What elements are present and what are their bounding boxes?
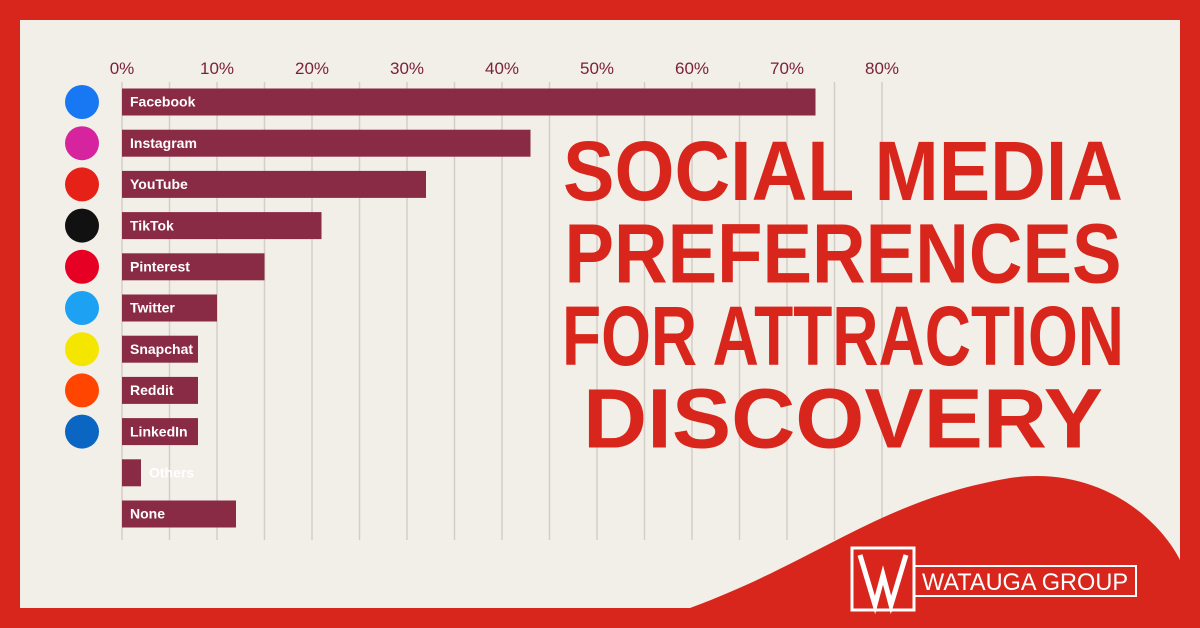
x-tick-label: 10% (200, 59, 234, 78)
logo-text-box (913, 565, 1137, 597)
icon (65, 332, 99, 367)
icon (65, 167, 99, 202)
grid: 0% 10% 20% 30% 40% 50% 60% 70% 80% (110, 59, 899, 540)
icon (65, 249, 99, 284)
x-tick-label: 50% (580, 59, 614, 78)
category-label: Twitter (130, 300, 175, 316)
category-label: None (130, 506, 165, 522)
bar (122, 500, 236, 528)
chart-title: FOR ATTRACTION (562, 289, 1124, 383)
chart-title: SOCIAL MEDIA (563, 124, 1123, 218)
x-tick-label: 20% (295, 59, 329, 78)
chart-title: DISCOVERY (583, 372, 1103, 466)
category-label: Reddit (130, 382, 174, 398)
bar (122, 88, 816, 116)
x-tick-label: 30% (390, 59, 424, 78)
logo: WATAUGA GROUP (850, 546, 1137, 615)
x-tick-label: 70% (770, 59, 804, 78)
category-label: YouTube (130, 176, 188, 192)
category-label: TikTok (130, 217, 174, 233)
logo-w (857, 554, 909, 615)
bar (122, 294, 217, 322)
bar (122, 170, 426, 198)
icon (65, 85, 99, 119)
bar (122, 212, 322, 240)
x-tick-label: 60% (675, 59, 709, 78)
bar (122, 335, 198, 363)
plot: Facebook Instagram YouTube TikTok Pinterest T… (65, 85, 816, 528)
x-tick-label: 80% (865, 59, 899, 78)
bar (122, 129, 531, 157)
category-label: Facebook (130, 94, 196, 110)
chart-title: PREFERENCES (565, 207, 1122, 301)
brand: WATAUGA GROUP (922, 569, 1128, 596)
icon (65, 373, 99, 408)
category-label: Snapchat (130, 341, 193, 357)
x-tick-label: 40% (485, 59, 519, 78)
category-label: Instagram (130, 135, 197, 151)
bar (122, 253, 265, 281)
wave (690, 476, 1180, 608)
icon (65, 126, 99, 161)
category-label: Pinterest (130, 259, 190, 275)
icon (65, 414, 99, 449)
bar (122, 418, 198, 446)
bar (122, 459, 141, 487)
icon (65, 291, 99, 325)
category-label: LinkedIn (130, 423, 188, 439)
x-tick-label: 0% (110, 59, 135, 78)
category-label: Others (149, 465, 194, 481)
bar (122, 376, 198, 404)
icon (65, 208, 99, 243)
